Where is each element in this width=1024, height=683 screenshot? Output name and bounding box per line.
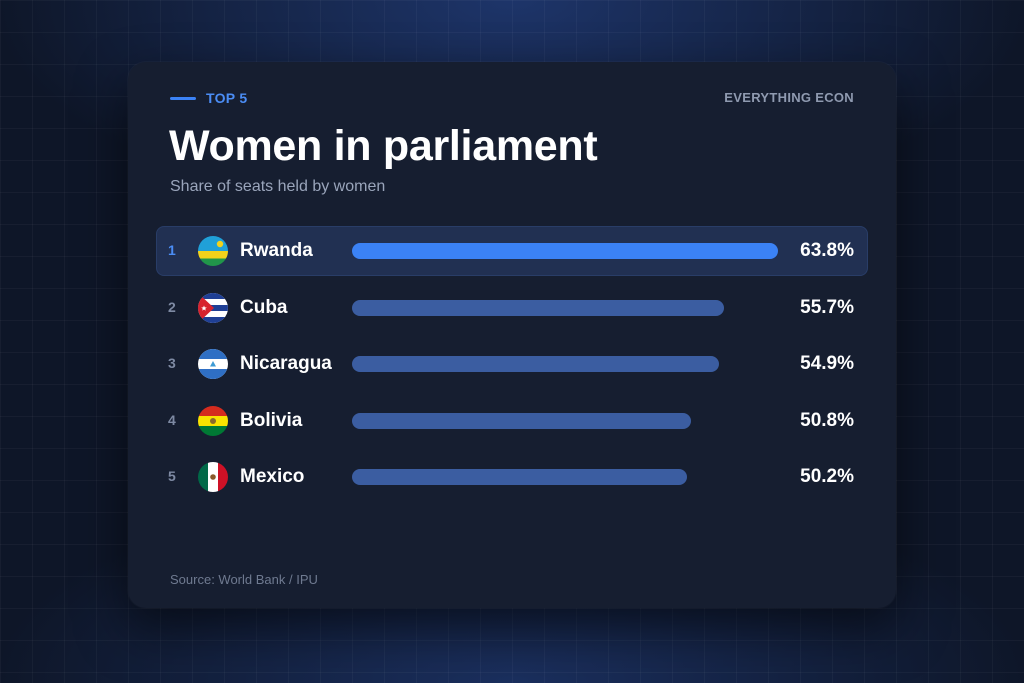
country-label: Bolivia [240,409,303,431]
value-label: 63.8% [800,240,854,261]
rank-number: 1 [168,242,176,258]
bar-track [352,299,778,316]
brand-label: EVERYTHING ECON [724,90,854,105]
country-label: Cuba [240,296,288,318]
bar-track [352,356,778,372]
country-label: Rwanda [240,240,313,261]
rank-number: 5 [168,468,176,484]
value-label: 54.9% [800,353,854,374]
rank-number: 3 [168,355,176,371]
source-note: Source: World Bank / IPU [170,572,318,587]
value-label: 50.2% [800,466,854,487]
rwanda-flag-icon [198,236,228,266]
country-label: Nicaragua [240,353,332,374]
bar-rwanda [352,243,778,259]
cuba-flag-icon [198,292,228,323]
chart-card: TOP 5 EVERYTHING ECON Women in parliamen… [128,62,896,608]
bar-bolivia [352,412,692,429]
bar-row: 5 Mexico 50.2% [156,452,868,502]
value-label: 55.7% [800,296,854,318]
bar-row: 1 Rwanda 63.8% [156,226,868,276]
bar-nicaragua [352,356,719,372]
chart-title: Women in parliament [169,122,598,170]
bar-track [352,469,778,485]
tag-row: TOP 5 [170,90,247,106]
country-label: Mexico [240,466,305,487]
bar-row: 2 Cuba 55.7% [156,283,868,333]
nicaragua-flag-icon [198,349,228,379]
bar-row: 3 Nicaragua 54.9% [156,339,868,389]
bolivia-flag-icon [198,405,228,436]
chart-subtitle: Share of seats held by women [170,178,386,195]
bar-cuba [352,299,724,316]
bar-list: 1 Rwanda 63.8% 2 [156,226,868,509]
bar-row: 4 Bolivia 50.8% [156,396,868,446]
bar-track [352,243,778,259]
bar-track [352,412,778,429]
rank-number: 4 [168,411,176,428]
bar-mexico [352,469,688,485]
tag-label: TOP 5 [206,90,248,106]
mexico-flag-icon [198,462,228,492]
value-label: 50.8% [800,409,854,431]
tag-accent-line [170,96,196,100]
rank-number: 2 [168,298,176,315]
